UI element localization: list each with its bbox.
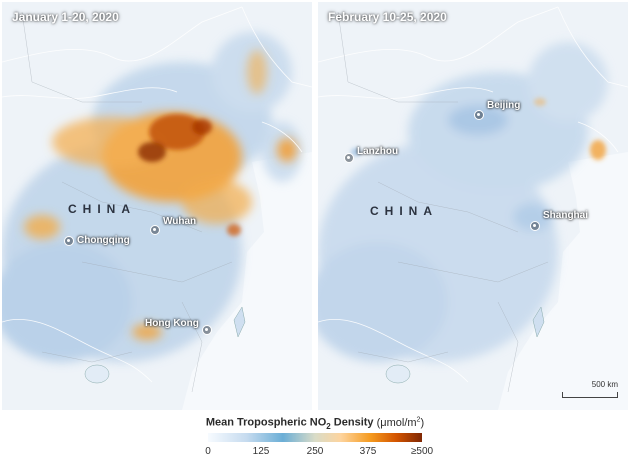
legend-title: Mean Tropospheric NO2 Density (μmol/m2) xyxy=(0,416,630,431)
legend-unit: (μmol/m2) xyxy=(376,416,425,429)
country-label-china: CHINA xyxy=(68,202,136,216)
city-label: Chongqing xyxy=(77,235,130,246)
no2-map-january xyxy=(2,2,312,410)
city-marker-icon xyxy=(530,220,540,231)
color-scale-bar xyxy=(208,433,422,442)
city-label: Wuhan xyxy=(163,216,197,227)
legend-tick: 375 xyxy=(359,446,377,457)
city-label: Beijing xyxy=(487,100,521,111)
country-label-china: CHINA xyxy=(370,204,438,218)
city-label: Lanzhou xyxy=(357,146,399,157)
scale-bar-line xyxy=(562,392,618,398)
city-marker-icon xyxy=(344,152,354,163)
panel-title-january: January 1-20, 2020 xyxy=(12,10,119,24)
no2-map-february xyxy=(318,2,628,410)
city-marker-icon xyxy=(150,224,160,235)
city-label: Hong Kong xyxy=(145,318,199,329)
legend-title-subscript: 2 xyxy=(326,421,331,431)
legend-tick: 125 xyxy=(252,446,270,457)
city-marker-icon xyxy=(64,235,74,246)
legend-title-suffix: Density xyxy=(330,416,374,429)
map-panel-february: February 10-25, 2020 CHINA Beijing Lanzh… xyxy=(318,2,628,410)
legend-tick: 250 xyxy=(306,446,324,457)
city-beijing: Beijing xyxy=(474,100,521,120)
city-chongqing: Chongqing xyxy=(64,235,130,246)
city-shanghai: Shanghai xyxy=(530,210,589,231)
map-panel-january: January 1-20, 2020 CHINA Chongqing Wuhan… xyxy=(2,2,312,410)
scale-bar: 500 km xyxy=(562,380,618,402)
scale-bar-label: 500 km xyxy=(591,380,618,389)
city-wuhan: Wuhan xyxy=(150,216,196,235)
panel-title-february: February 10-25, 2020 xyxy=(328,10,447,24)
city-marker-icon xyxy=(201,324,212,335)
legend-unit-sup: 2 xyxy=(416,416,421,423)
city-marker-icon xyxy=(474,109,484,120)
city-lanzhou: Lanzhou xyxy=(344,146,399,163)
city-hong-kong: Hong Kong xyxy=(145,318,212,335)
legend-tick: ≥500 xyxy=(410,446,434,457)
city-label: Shanghai xyxy=(543,210,589,221)
legend-tick: 0 xyxy=(205,446,211,457)
legend-unit-suffix: ) xyxy=(420,416,425,429)
legend-unit-prefix: (μmol/m xyxy=(376,416,417,429)
legend-title-text: Mean Tropospheric NO xyxy=(205,416,327,429)
